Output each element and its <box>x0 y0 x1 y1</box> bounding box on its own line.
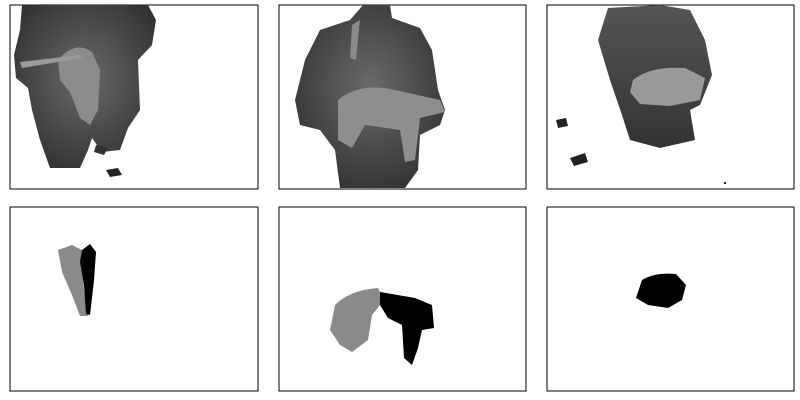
hands <box>630 67 705 106</box>
hands <box>338 87 445 162</box>
speck <box>556 118 568 128</box>
arm-edge <box>350 20 360 60</box>
panel-frame <box>9 206 259 392</box>
speck <box>94 145 108 155</box>
mask-panel <box>9 206 259 392</box>
mask-panel <box>278 206 527 392</box>
mask-panel <box>546 206 795 392</box>
depth-panel <box>546 4 795 190</box>
hands <box>58 47 100 125</box>
hand-mask-black <box>80 244 96 315</box>
depth-panel <box>278 4 527 190</box>
hand-mask-black <box>636 273 686 308</box>
speck <box>570 153 588 166</box>
arm-edge <box>20 55 82 68</box>
speck <box>724 182 726 184</box>
speck <box>106 168 122 177</box>
hand-mask-gray <box>330 288 384 352</box>
depth-panel <box>9 4 259 190</box>
hand-mask-black <box>380 292 434 365</box>
